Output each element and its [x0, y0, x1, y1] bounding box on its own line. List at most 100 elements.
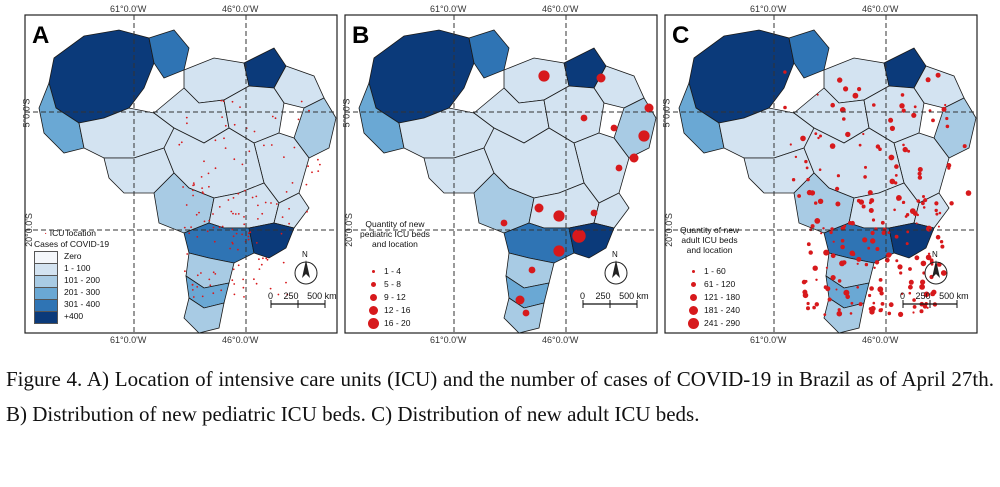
map-frame [664, 14, 978, 334]
icu-location-dot [280, 232, 283, 235]
adult-bed-circle [894, 181, 898, 185]
pediatric-bed-circle [515, 295, 525, 305]
adult-bed-circle [814, 201, 818, 205]
graticule-label: 46°0.0'W [862, 4, 899, 14]
icu-location-dot [233, 283, 236, 285]
adult-bed-circle [887, 231, 891, 235]
icu-location-dot [185, 204, 188, 206]
adult-bed-circle [794, 155, 798, 159]
adult-bed-circle [830, 253, 836, 259]
pediatric-bed-circle [522, 309, 530, 317]
adult-bed-circle [830, 275, 836, 281]
icu-location-dot [319, 163, 321, 166]
adult-bed-circle [869, 286, 874, 291]
scale-tick-label: 500 km [307, 291, 337, 301]
adult-bed-circle [843, 86, 849, 92]
panel-a: A 61°0.0'W 46°0.0'W 61°0.0'W 46°0.0'W 5°… [21, 4, 338, 345]
north-label: N [612, 250, 618, 259]
legend-item: 101 - 200 [34, 274, 109, 288]
icu-location-dot [198, 211, 200, 214]
adult-bed-circle [881, 230, 886, 235]
adult-bed-circle [862, 132, 865, 136]
adult-bed-circle [858, 302, 863, 307]
adult-bed-circle [868, 307, 873, 311]
adult-bed-circle [797, 194, 801, 198]
icu-location-dot [232, 212, 234, 215]
legend-title: and location [372, 238, 418, 249]
pediatric-bed-circle [644, 103, 654, 113]
icu-location-dot [191, 289, 194, 291]
proportional-circle [687, 318, 699, 329]
icu-location-markers [178, 99, 321, 298]
adult-bed-circle [920, 279, 926, 285]
adult-bed-circle [804, 279, 808, 283]
adult-bed-circle [908, 267, 912, 271]
icu-location-dot [305, 183, 308, 186]
scale-tick-label: 250 [283, 291, 299, 301]
pediatric-bed-circle [528, 266, 536, 274]
icu-location-dot [196, 236, 199, 238]
legend-label: 1 - 100 [64, 263, 91, 274]
icu-location-dot [214, 273, 217, 275]
icu-location-dot [233, 158, 236, 161]
icu-location-dot [249, 231, 252, 234]
icu-location-dot [251, 196, 254, 199]
adult-bed-circle [900, 93, 905, 97]
icu-location-dot [285, 281, 287, 284]
icu-location-dot [260, 263, 263, 266]
icu-location-dot [224, 124, 227, 127]
adult-bed-circle [912, 305, 917, 309]
icu-location-dot [212, 213, 214, 215]
legend-swatch [34, 310, 58, 324]
legend-label: Zero [64, 251, 82, 262]
icu-location-dot [214, 139, 217, 142]
legend-label: 121 - 180 [704, 291, 740, 302]
icu-location-dot [192, 194, 195, 197]
state-region [183, 297, 225, 334]
adult-bed-circle [934, 201, 939, 206]
map-frame [24, 14, 338, 334]
legend-title: adult ICU beds [681, 234, 738, 245]
icu-location-dot [258, 258, 260, 261]
icu-location-dot [241, 233, 244, 236]
proportional-circle [368, 306, 378, 315]
adult-bed-circle [863, 175, 867, 179]
icu-location-dot [265, 257, 268, 260]
adult-bed-circle [812, 305, 816, 310]
icu-location-dot [262, 257, 264, 260]
icu-location-dot [317, 170, 320, 173]
adult-bed-circle [849, 312, 853, 315]
state-region [273, 192, 310, 229]
adult-bed-circle [825, 266, 828, 269]
icu-location-dot [239, 106, 241, 108]
adult-bed-circle [897, 264, 903, 270]
adult-bed-circle [888, 117, 894, 123]
legend-item: 5 - 8 [366, 278, 410, 291]
icu-location-dot [270, 144, 273, 146]
scale-bar: 0 250 500 km [900, 291, 976, 308]
icu-location-dot [293, 146, 296, 149]
pediatric-bed-circle [610, 124, 618, 132]
adult-bed-circle [843, 289, 850, 296]
icu-location-dot [235, 232, 238, 235]
adult-bed-circle [871, 218, 876, 222]
legend-item: 1 - 4 [366, 265, 410, 278]
adult-bed-circle [919, 284, 925, 290]
adult-bed-circle [806, 177, 810, 182]
icu-location-dot [261, 212, 264, 215]
icu-location-dot [195, 213, 198, 216]
adult-bed-circle [894, 164, 899, 169]
icu-location-dot [243, 223, 246, 226]
adult-bed-circle [874, 260, 880, 265]
icu-location-dot [270, 202, 272, 204]
icu-location-dot [233, 123, 236, 126]
icu-location-dot [263, 144, 265, 147]
icu-marker-symbol: · [44, 228, 48, 239]
adult-bed-circle [879, 291, 884, 296]
legend-item: 181 - 240 [686, 304, 740, 317]
icu-location-dot [192, 189, 194, 192]
proportional-circle [370, 282, 376, 287]
icu-location-dot [237, 248, 239, 251]
state-region [823, 297, 865, 334]
brazil-map [38, 29, 337, 334]
